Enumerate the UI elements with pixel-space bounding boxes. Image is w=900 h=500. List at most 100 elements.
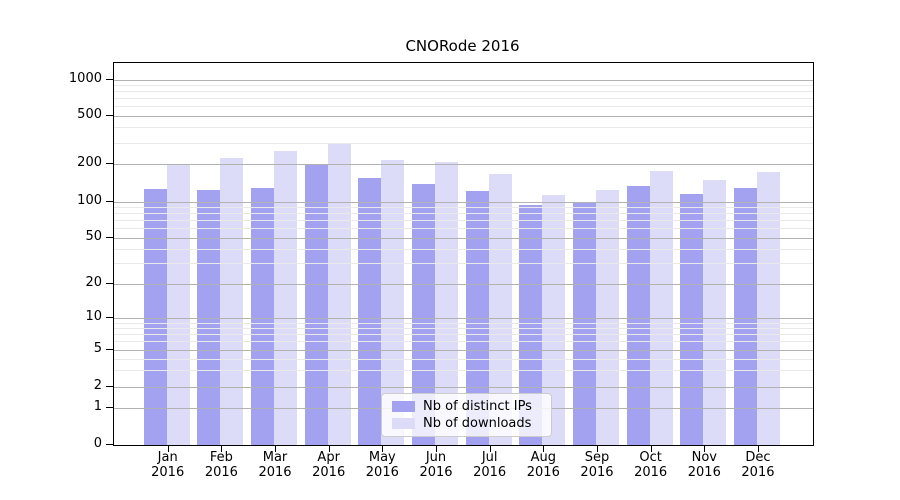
x-tick-month: Dec	[745, 450, 771, 465]
x-tick-mark	[167, 445, 169, 452]
y-tick-label: 10	[85, 309, 102, 324]
x-tick-mark	[596, 445, 598, 452]
bar-distinct-ips-may	[358, 177, 382, 445]
legend-item-distinct-ips: Nb of distinct IPs	[382, 399, 551, 414]
minor-gridline	[114, 127, 813, 129]
x-tick-month: Nov	[691, 450, 717, 465]
x-tick-mark	[275, 445, 277, 452]
x-tick-year: 2016	[687, 465, 721, 480]
plot-area	[113, 62, 814, 446]
major-gridline	[114, 80, 813, 81]
minor-gridline	[114, 85, 813, 87]
major-gridline	[114, 202, 813, 203]
y-tick-mark	[106, 114, 113, 116]
y-tick-mark	[106, 444, 113, 445]
y-tick-label: 2	[93, 378, 102, 393]
x-tick-year: 2016	[580, 465, 614, 480]
bar-downloads-oct	[649, 171, 673, 445]
x-tick-month: Jun	[425, 450, 447, 465]
bar-downloads-may	[381, 160, 405, 445]
minor-gridline	[114, 98, 813, 100]
minor-gridline	[114, 370, 813, 372]
y-tick-mark	[106, 79, 113, 80]
x-tick-label-jan: Jan 2016	[137, 450, 199, 480]
bar-distinct-ips-feb	[197, 190, 221, 445]
legend: Nb of distinct IPs Nb of downloads	[381, 393, 552, 437]
x-tick-month: Jan	[157, 450, 178, 465]
y-tick-label: 0	[93, 436, 102, 451]
x-tick-label-aug: Aug 2016	[512, 450, 574, 480]
major-gridline	[114, 115, 813, 117]
x-tick-mark	[382, 445, 384, 452]
major-gridline	[114, 349, 813, 351]
minor-gridline	[114, 91, 813, 93]
x-tick-label-dec: Dec 2016	[727, 450, 789, 480]
y-tick-mark	[106, 283, 113, 284]
bar-downloads-mar	[274, 150, 298, 445]
minor-gridline	[114, 263, 813, 265]
x-tick-mark	[328, 445, 330, 452]
y-tick-mark	[106, 236, 113, 238]
x-tick-month: Apr	[317, 450, 340, 465]
major-gridline	[114, 237, 813, 239]
x-tick-year: 2016	[634, 465, 668, 480]
legend-swatch-distinct-ips	[392, 401, 415, 412]
x-tick-mark	[489, 445, 491, 452]
y-tick-label: 5	[93, 340, 102, 356]
minor-gridline	[114, 328, 813, 330]
y-tick-label: 100	[77, 193, 102, 208]
bar-downloads-feb	[220, 158, 244, 445]
x-tick-label-nov: Nov 2016	[673, 450, 735, 480]
y-tick-label: 500	[77, 106, 102, 122]
x-tick-month: Mar	[262, 450, 288, 465]
minor-gridline	[114, 220, 813, 222]
bar-downloads-aug	[542, 195, 566, 445]
y-tick-mark	[106, 317, 113, 318]
y-tick-label: 200	[77, 155, 102, 170]
x-tick-label-jul: Jul 2016	[459, 450, 521, 480]
x-tick-month: Feb	[209, 450, 233, 465]
x-tick-year: 2016	[473, 465, 507, 480]
chart-title: CNORode 2016	[405, 37, 520, 55]
bar-distinct-ips-nov	[680, 193, 704, 445]
legend-swatch-downloads	[392, 418, 415, 429]
x-tick-label-mar: Mar 2016	[244, 450, 306, 480]
major-gridline	[114, 284, 813, 285]
minor-gridline	[114, 322, 813, 324]
x-tick-mark	[704, 445, 706, 452]
minor-gridline	[114, 207, 813, 209]
bar-distinct-ips-jan	[143, 189, 167, 445]
major-gridline	[114, 387, 813, 388]
x-tick-month: Sep	[584, 450, 610, 465]
y-tick-label: 1	[93, 399, 102, 414]
minor-gridline	[114, 358, 813, 360]
minor-gridline	[114, 341, 813, 343]
x-tick-year: 2016	[151, 465, 185, 480]
y-tick-label: 50	[85, 228, 102, 244]
y-tick-label: 1000	[68, 71, 102, 86]
legend-label-distinct-ips: Nb of distinct IPs	[423, 399, 532, 414]
bar-downloads-dec	[756, 171, 780, 445]
minor-gridline	[114, 106, 813, 108]
x-tick-label-feb: Feb 2016	[190, 450, 252, 480]
bar-distinct-ips-apr	[304, 164, 328, 445]
bar-distinct-ips-aug	[519, 204, 543, 445]
x-tick-year: 2016	[526, 465, 560, 480]
minor-gridline	[114, 142, 813, 144]
x-tick-month: May	[368, 450, 396, 465]
x-tick-month: Oct	[639, 450, 662, 465]
bar-downloads-apr	[327, 143, 351, 445]
x-tick-year: 2016	[258, 465, 292, 480]
x-tick-label-may: May 2016	[351, 450, 413, 480]
x-tick-year: 2016	[312, 465, 346, 480]
major-gridline	[114, 318, 813, 319]
bar-downloads-jul	[488, 173, 512, 445]
y-tick-mark	[106, 407, 113, 408]
x-tick-mark	[757, 445, 759, 452]
bar-distinct-ips-mar	[251, 187, 275, 445]
y-tick-label: 20	[85, 275, 102, 290]
y-tick-mark	[106, 201, 113, 202]
bar-distinct-ips-oct	[626, 185, 650, 445]
bar-distinct-ips-dec	[733, 187, 757, 445]
